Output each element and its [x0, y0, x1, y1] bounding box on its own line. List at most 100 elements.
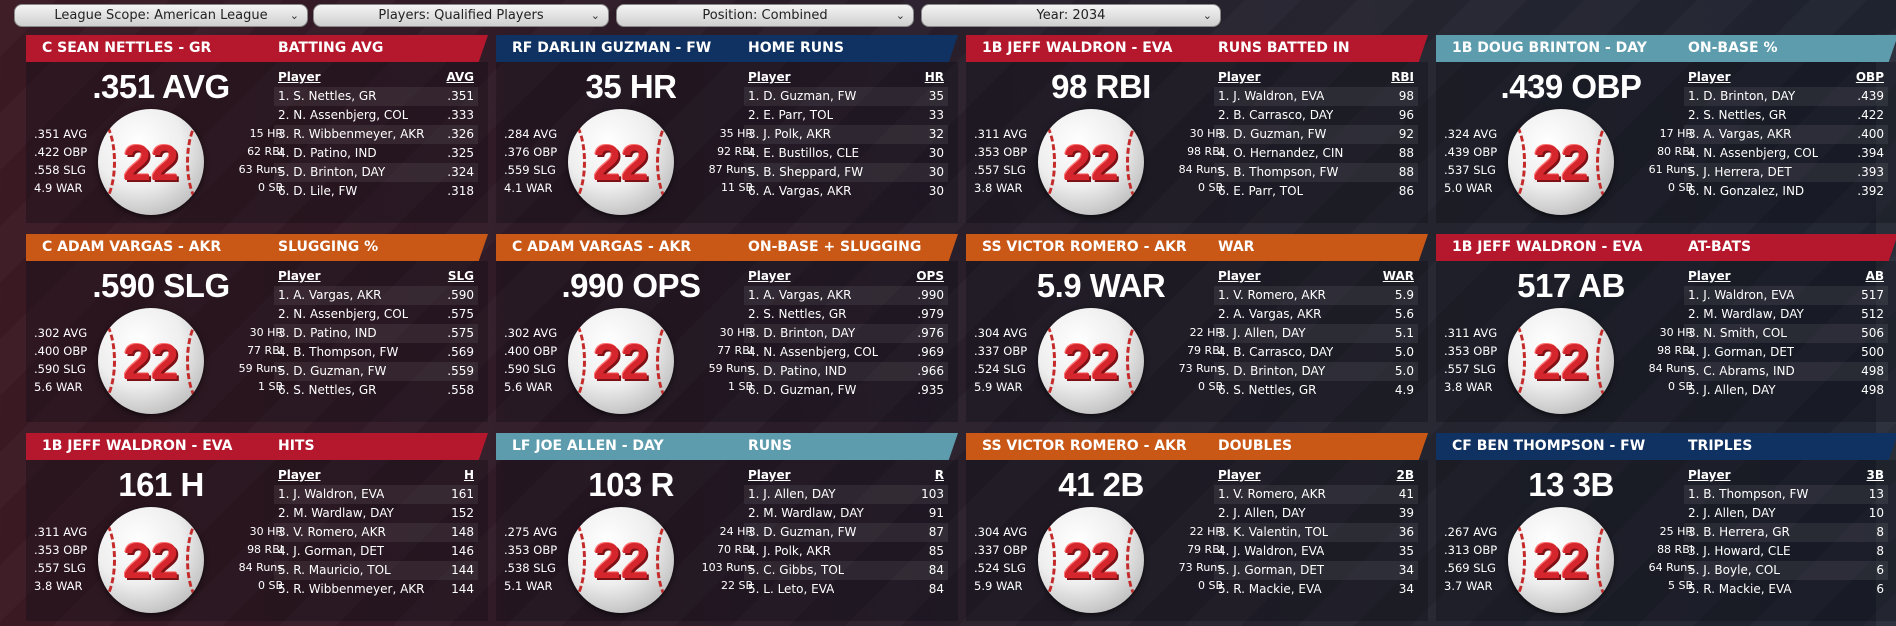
leader-row[interactable]: 4. J. Waldron, EVA 35 — [1214, 542, 1418, 561]
leader-row[interactable]: 3. V. Romero, AKR 148 — [274, 523, 478, 542]
baseball-jersey-number-icon[interactable]: 22 — [568, 507, 674, 613]
leader-row[interactable]: 5. D. Brinton, DAY 5.0 — [1214, 362, 1418, 381]
leader-row[interactable]: 1. A. Vargas, AKR .590 — [274, 286, 478, 305]
leader-row[interactable]: 5. B. Thompson, FW 88 — [1214, 163, 1418, 182]
leader-row[interactable]: 2. S. Nettles, GR .422 — [1684, 106, 1888, 125]
leader-row[interactable]: 5. J. Gorman, DET 34 — [1214, 561, 1418, 580]
baseball-jersey-number-icon[interactable]: 22 — [1508, 109, 1614, 215]
leader-row[interactable]: 4. J. Gorman, DET 146 — [274, 542, 478, 561]
leader-row[interactable]: 5. D. Patino, IND .966 — [744, 362, 948, 381]
leader-row[interactable]: 3. J. Allen, DAY 5.1 — [1214, 324, 1418, 343]
leader-row[interactable]: 4. B. Carrasco, DAY 5.0 — [1214, 343, 1418, 362]
leader-row[interactable]: 5. C. Gibbs, TOL 84 — [744, 561, 948, 580]
leader-row[interactable]: 3. A. Vargas, AKR .400 — [1684, 125, 1888, 144]
leader-player-name[interactable]: SS VICTOR ROMERO - AKR — [982, 438, 1187, 454]
leader-row[interactable]: 6. D. Lile, FW .318 — [274, 182, 478, 201]
baseball-jersey-number-icon[interactable]: 22 — [98, 507, 204, 613]
leader-row[interactable]: 6. N. Gonzalez, IND .392 — [1684, 182, 1888, 201]
leader-player-name[interactable]: C ADAM VARGAS - AKR — [42, 239, 222, 255]
leader-row[interactable]: 5. D. Guzman, FW .559 — [274, 362, 478, 381]
leader-row[interactable]: 1. A. Vargas, AKR .990 — [744, 286, 948, 305]
leader-player-name[interactable]: RF DARLIN GUZMAN - FW — [512, 40, 712, 56]
leader-row[interactable]: 2. A. Vargas, AKR 5.6 — [1214, 305, 1418, 324]
leader-player-name[interactable]: 1B DOUG BRINTON - DAY — [1452, 40, 1647, 56]
leader-row[interactable]: 3. R. Wibbenmeyer, AKR .326 — [274, 125, 478, 144]
leader-row[interactable]: 2. B. Carrasco, DAY 96 — [1214, 106, 1418, 125]
leader-row[interactable]: 2. S. Nettles, GR .979 — [744, 305, 948, 324]
leader-row[interactable]: 2. J. Allen, DAY 10 — [1684, 504, 1888, 523]
leader-player-name[interactable]: LF JOE ALLEN - DAY — [512, 438, 664, 454]
leader-row[interactable]: 4. J. Polk, AKR 85 — [744, 542, 948, 561]
leader-player-name[interactable]: C SEAN NETTLES - GR — [42, 40, 212, 56]
leader-row[interactable]: 5. B. Sheppard, FW 30 — [744, 163, 948, 182]
leader-row[interactable]: 3. K. Valentin, TOL 36 — [1214, 523, 1418, 542]
leader-row[interactable]: 3. N. Smith, COL 506 — [1684, 324, 1888, 343]
players-dropdown[interactable]: Players: Qualified Players ⌄ — [313, 4, 609, 27]
leader-row[interactable]: 4. E. Bustillos, CLE 30 — [744, 144, 948, 163]
leader-row[interactable]: 4. O. Hernandez, CIN 88 — [1214, 144, 1418, 163]
baseball-jersey-number-icon[interactable]: 22 — [98, 308, 204, 414]
leader-row[interactable]: 3. D. Brinton, DAY .976 — [744, 324, 948, 343]
leader-row[interactable]: 1. J. Waldron, EVA 161 — [274, 485, 478, 504]
leader-row[interactable]: 3. D. Guzman, FW 87 — [744, 523, 948, 542]
leader-player-name[interactable]: C ADAM VARGAS - AKR — [512, 239, 692, 255]
leader-row[interactable]: 1. J. Waldron, EVA 517 — [1684, 286, 1888, 305]
leader-row[interactable]: 1. D. Guzman, FW 35 — [744, 87, 948, 106]
leader-row[interactable]: 3. D. Patino, IND .575 — [274, 324, 478, 343]
leader-row[interactable]: 2. M. Wardlaw, DAY 512 — [1684, 305, 1888, 324]
leader-row[interactable]: 3. D. Guzman, FW 92 — [1214, 125, 1418, 144]
leader-row[interactable]: 5. C. Abrams, IND 498 — [1684, 362, 1888, 381]
leader-row[interactable]: 3. B. Herrera, GR 8 — [1684, 523, 1888, 542]
leader-player-name[interactable]: CF BEN THOMPSON - FW — [1452, 438, 1646, 454]
leader-row[interactable]: 6. S. Nettles, GR .558 — [274, 381, 478, 400]
leader-row[interactable]: 1. S. Nettles, GR .351 — [274, 87, 478, 106]
baseball-jersey-number-icon[interactable]: 22 — [1038, 308, 1144, 414]
leader-row[interactable]: 5. J. Allen, DAY 498 — [1684, 381, 1888, 400]
leader-row[interactable]: 4. N. Assenbjerg, COL .394 — [1684, 144, 1888, 163]
leader-row[interactable]: 6. S. Nettles, GR 4.9 — [1214, 381, 1418, 400]
leader-row[interactable]: 4. D. Patino, IND .325 — [274, 144, 478, 163]
leader-row[interactable]: 4. N. Assenbjerg, COL .969 — [744, 343, 948, 362]
leader-player-name[interactable]: 1B JEFF WALDRON - EVA — [1452, 239, 1643, 255]
baseball-jersey-number-icon[interactable]: 22 — [98, 109, 204, 215]
leader-row[interactable]: 1. D. Brinton, DAY .439 — [1684, 87, 1888, 106]
leader-row[interactable]: 4. J. Gorman, DET 500 — [1684, 343, 1888, 362]
leader-row[interactable]: 5. R. Mauricio, TOL 144 — [274, 561, 478, 580]
leader-row[interactable]: 2. E. Parr, TOL 33 — [744, 106, 948, 125]
leader-row[interactable]: 5. L. Leto, EVA 84 — [744, 580, 948, 599]
leader-row[interactable]: 6. A. Vargas, AKR 30 — [744, 182, 948, 201]
baseball-jersey-number-icon[interactable]: 22 — [1038, 507, 1144, 613]
leader-row[interactable]: 2. N. Assenbjerg, COL .333 — [274, 106, 478, 125]
leader-row[interactable]: 6. D. Guzman, FW .935 — [744, 381, 948, 400]
leader-row[interactable]: 1. V. Romero, AKR 5.9 — [1214, 286, 1418, 305]
leader-row[interactable]: 5. J. Herrera, DET .393 — [1684, 163, 1888, 182]
baseball-jersey-number-icon[interactable]: 22 — [1508, 308, 1614, 414]
leader-row[interactable]: 1. J. Allen, DAY 103 — [744, 485, 948, 504]
leader-row[interactable]: 6. E. Parr, TOL 86 — [1214, 182, 1418, 201]
leader-player-name[interactable]: 1B JEFF WALDRON - EVA — [42, 438, 233, 454]
leader-row[interactable]: 2. J. Allen, DAY 39 — [1214, 504, 1418, 523]
year-dropdown[interactable]: Year: 2034 ⌄ — [921, 4, 1221, 27]
scrollbar[interactable] — [1876, 34, 1896, 626]
baseball-jersey-number-icon[interactable]: 22 — [568, 109, 674, 215]
leader-row[interactable]: 4. B. Thompson, FW .569 — [274, 343, 478, 362]
leader-row[interactable]: 2. M. Wardlaw, DAY 91 — [744, 504, 948, 523]
leader-row[interactable]: 3. J. Polk, AKR 32 — [744, 125, 948, 144]
leader-row[interactable]: 5. R. Mackie, EVA 34 — [1214, 580, 1418, 599]
leader-row[interactable]: 1. B. Thompson, FW 13 — [1684, 485, 1888, 504]
leader-row[interactable]: 3. J. Howard, CLE 8 — [1684, 542, 1888, 561]
leader-row[interactable]: 2. M. Wardlaw, DAY 152 — [274, 504, 478, 523]
leader-row[interactable]: 5. R. Wibbenmeyer, AKR 144 — [274, 580, 478, 599]
league-scope-dropdown[interactable]: League Scope: American League ⌄ — [14, 4, 308, 27]
leader-row[interactable]: 5. R. Mackie, EVA 6 — [1684, 580, 1888, 599]
leader-player-name[interactable]: SS VICTOR ROMERO - AKR — [982, 239, 1187, 255]
baseball-jersey-number-icon[interactable]: 22 — [568, 308, 674, 414]
leader-row[interactable]: 5. J. Boyle, COL 6 — [1684, 561, 1888, 580]
leader-row[interactable]: 2. N. Assenbjerg, COL .575 — [274, 305, 478, 324]
leader-row[interactable]: 1. J. Waldron, EVA 98 — [1214, 87, 1418, 106]
position-dropdown[interactable]: Position: Combined ⌄ — [616, 4, 914, 27]
leader-player-name[interactable]: 1B JEFF WALDRON - EVA — [982, 40, 1173, 56]
baseball-jersey-number-icon[interactable]: 22 — [1038, 109, 1144, 215]
leader-row[interactable]: 1. V. Romero, AKR 41 — [1214, 485, 1418, 504]
baseball-jersey-number-icon[interactable]: 22 — [1508, 507, 1614, 613]
